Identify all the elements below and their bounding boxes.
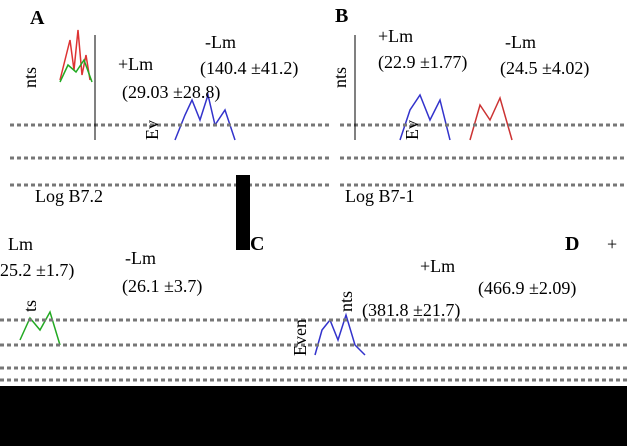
y-label: Ev bbox=[402, 120, 422, 140]
label: -Lm bbox=[205, 32, 236, 52]
glitch-block bbox=[236, 175, 250, 250]
x-label: Log B7.2 bbox=[35, 186, 103, 206]
y-label: Even bbox=[290, 319, 310, 356]
label: +Lm bbox=[378, 26, 413, 46]
label: (466.9 ±2.09) bbox=[478, 278, 576, 299]
label: +Lm bbox=[420, 256, 455, 276]
x-label: Log B7-1 bbox=[345, 186, 415, 206]
panel-letter: C bbox=[250, 233, 264, 255]
label: Lm bbox=[8, 234, 33, 254]
y-label: nts bbox=[20, 67, 40, 88]
label: + bbox=[607, 234, 617, 254]
label: (24.5 ±4.02) bbox=[500, 58, 589, 79]
label: +Lm bbox=[118, 54, 153, 74]
figure: A +Lm -Lm (140.4 ±41.2) (29.03 ±28.8) nt… bbox=[0, 0, 627, 446]
y-label: nts bbox=[330, 67, 350, 88]
label: -Lm bbox=[125, 248, 156, 268]
y-label: nts bbox=[336, 291, 356, 312]
y-label: Ev bbox=[142, 120, 162, 140]
label: 25.2 ±1.7) bbox=[0, 260, 74, 281]
label: (29.03 ±28.8) bbox=[122, 82, 220, 103]
black-region bbox=[0, 386, 627, 446]
panel-letter: A bbox=[30, 7, 45, 29]
label: (26.1 ±3.7) bbox=[122, 276, 202, 297]
panel-letter: D bbox=[565, 233, 579, 255]
panel-letter: B bbox=[335, 5, 348, 27]
label: (140.4 ±41.2) bbox=[200, 58, 298, 79]
label: (22.9 ±1.77) bbox=[378, 52, 467, 73]
label: (381.8 ±21.7) bbox=[362, 300, 460, 321]
label: -Lm bbox=[505, 32, 536, 52]
y-label: ts bbox=[20, 300, 40, 312]
